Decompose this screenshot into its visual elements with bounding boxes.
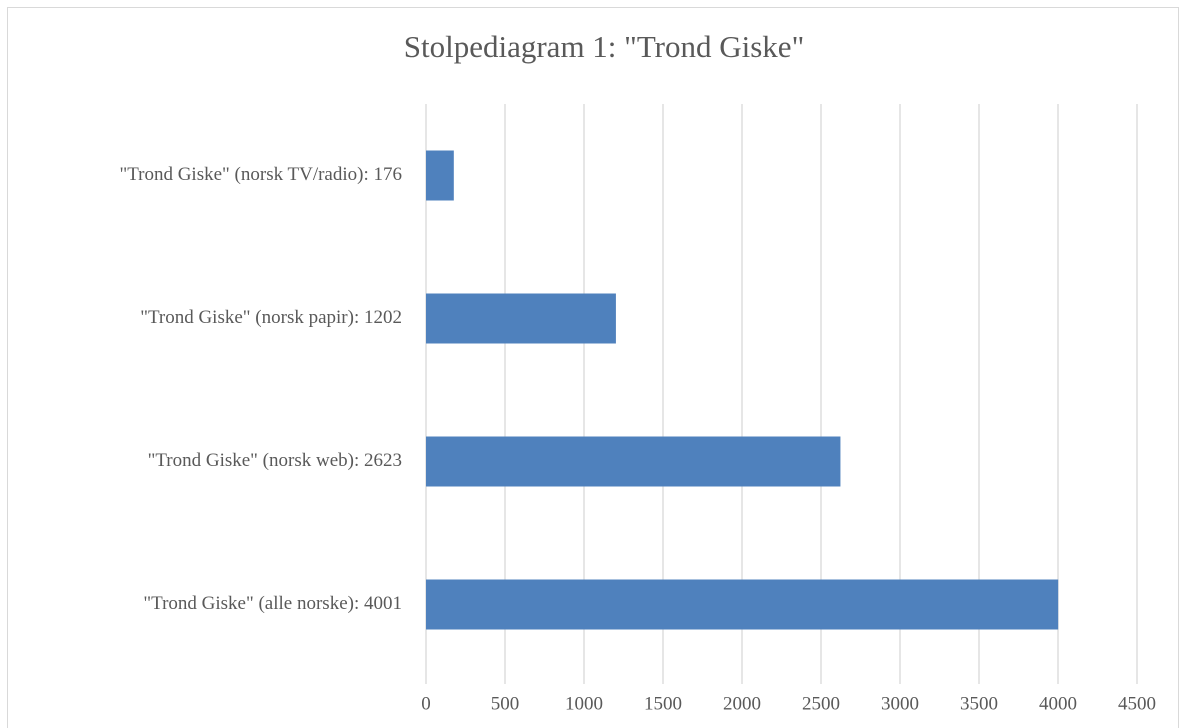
- x-tick-label: 1500: [644, 693, 682, 714]
- x-tick-label: 2000: [723, 693, 761, 714]
- x-tick-label: 2500: [802, 693, 840, 714]
- x-tick-label: 4000: [1039, 693, 1077, 714]
- chart-title: Stolpediagram 1: "Trond Giske": [404, 29, 804, 64]
- x-tick-label: 3500: [960, 693, 998, 714]
- x-tick-label: 0: [421, 693, 431, 714]
- y-tick-label: "Trond Giske" (norsk TV/radio): 176: [119, 164, 402, 185]
- bar: [426, 579, 1059, 630]
- y-tick-label: "Trond Giske" (norsk web): 2623: [148, 450, 402, 471]
- bar: [426, 150, 454, 201]
- x-tick-label: 3000: [881, 693, 919, 714]
- bar: [426, 436, 841, 487]
- x-tick-label: 500: [491, 693, 520, 714]
- y-tick-label: "Trond Giske" (alle norske): 4001: [143, 593, 402, 614]
- x-tick-label: 1000: [565, 693, 603, 714]
- bar: [426, 293, 616, 344]
- y-tick-label: "Trond Giske" (norsk papir): 1202: [140, 307, 402, 328]
- x-tick-label: 4500: [1118, 693, 1156, 714]
